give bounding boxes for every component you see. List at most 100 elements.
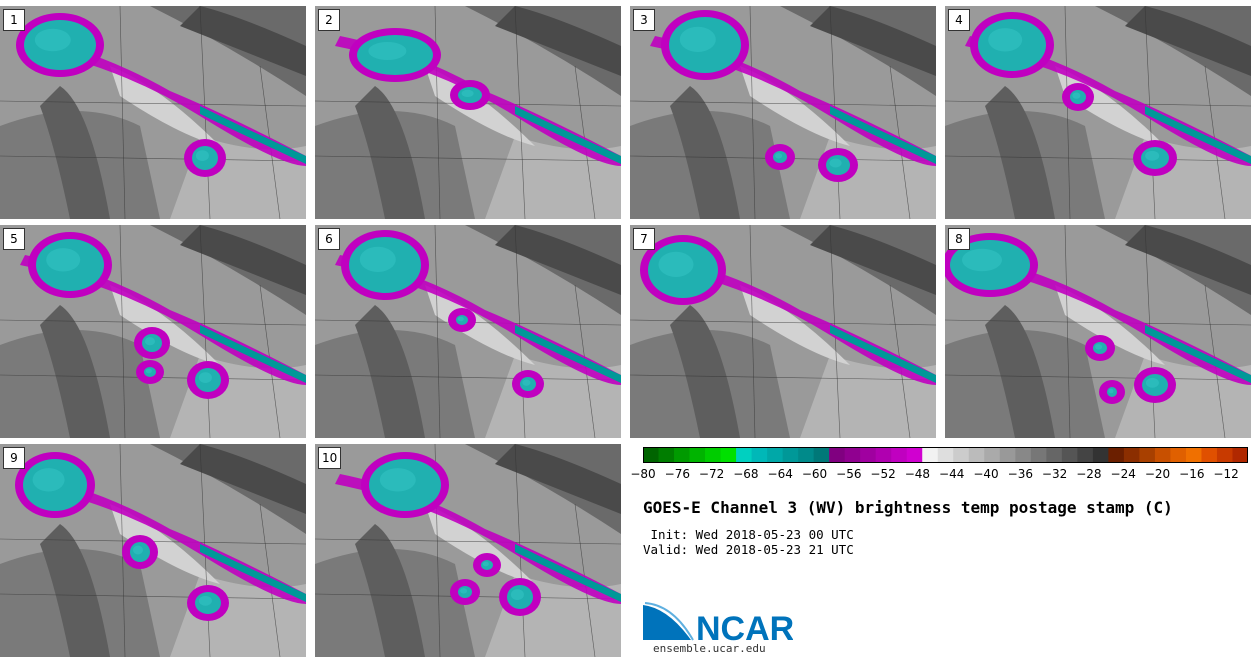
- cold-cloud-system: [765, 144, 795, 170]
- cold-cloud-system: [28, 232, 112, 298]
- colorbar-tick-label: −60: [801, 467, 828, 481]
- cold-cloud-system: [349, 28, 441, 82]
- svg-text:NCAR: NCAR: [696, 610, 793, 642]
- colorbar-segment: [1154, 447, 1171, 463]
- colorbar-tick-label: −24: [1110, 467, 1136, 481]
- colorbar-segment: [1201, 447, 1218, 463]
- colorbar-segment: [751, 447, 768, 463]
- panel-number-label: 7: [633, 228, 655, 250]
- colorbar-segment: [922, 447, 939, 463]
- panel-number-label: 9: [3, 447, 25, 469]
- colorbar-segment: [1015, 447, 1032, 463]
- init-time: Init: Wed 2018-05-23 00 UTC: [643, 527, 854, 542]
- colorbar-tick-label: −16: [1179, 467, 1205, 481]
- colorbar-tick-label: −36: [1007, 467, 1033, 481]
- cold-cloud-system: [818, 148, 858, 182]
- cold-cloud-system: [187, 361, 229, 399]
- cold-cloud-system: [473, 553, 501, 577]
- colorbar-segment: [720, 447, 737, 463]
- cold-cloud-system: [1062, 83, 1094, 111]
- panel-10: 10: [315, 444, 621, 657]
- colorbar-tick-label: −20: [1144, 467, 1171, 481]
- colorbar-segment: [674, 447, 691, 463]
- colorbar-segment: [999, 447, 1016, 463]
- cold-cloud-system: [361, 452, 449, 518]
- colorbar-segment: [813, 447, 830, 463]
- colorbar-segment: [1061, 447, 1078, 463]
- cold-cloud-system: [450, 579, 480, 605]
- colorbar-tick-label: −44: [939, 467, 965, 481]
- colorbar-segment: [1077, 447, 1094, 463]
- colorbar-segment: [1092, 447, 1109, 463]
- colorbar-segment: [844, 447, 861, 463]
- colorbar-segment: [953, 447, 970, 463]
- panel-number-label: 8: [948, 228, 970, 250]
- panel-number-label: 2: [318, 9, 340, 31]
- colorbar-segment: [1030, 447, 1047, 463]
- panel-7: 7: [630, 225, 936, 438]
- colorbar-segment: [906, 447, 923, 463]
- colorbar-tick-label: −80: [630, 467, 656, 481]
- figure-title: GOES-E Channel 3 (WV) brightness temp po…: [643, 498, 1173, 517]
- colorbar-segment: [1108, 447, 1125, 463]
- cold-cloud-system: [136, 360, 164, 384]
- colorbar-segment: [782, 447, 799, 463]
- cold-cloud-system: [450, 80, 490, 110]
- temperature-colorbar: [643, 447, 1248, 463]
- cold-cloud-system: [1099, 380, 1125, 404]
- cold-cloud-system: [184, 139, 226, 177]
- colorbar-segment: [643, 447, 660, 463]
- panel-6: 6: [315, 225, 621, 438]
- colorbar-segment: [798, 447, 815, 463]
- cold-cloud-system: [15, 452, 95, 518]
- colorbar-segment: [891, 447, 908, 463]
- colorbar-segment: [1232, 447, 1248, 463]
- panel-5: 5: [0, 225, 306, 438]
- cold-cloud-system: [1085, 335, 1115, 361]
- colorbar-segment: [1170, 447, 1187, 463]
- colorbar-tick-label: −68: [733, 467, 759, 481]
- panel-number-label: 6: [318, 228, 340, 250]
- colorbar-tick-label: −48: [904, 467, 931, 481]
- cold-cloud-system: [448, 308, 476, 332]
- colorbar-tick-label: −28: [1076, 467, 1102, 481]
- colorbar-segment: [1216, 447, 1233, 463]
- colorbar-tick-label: −76: [664, 467, 690, 481]
- panel-number-label: 5: [3, 228, 25, 250]
- colorbar-segment: [689, 447, 706, 463]
- panel-number-label: 4: [948, 9, 970, 31]
- cold-cloud-system: [187, 585, 229, 621]
- cold-cloud-system: [512, 370, 544, 398]
- panel-number-label: 3: [633, 9, 655, 31]
- colorbar-segment: [968, 447, 985, 463]
- panel-1: 1: [0, 6, 306, 219]
- colorbar-tick-label: −72: [698, 467, 725, 481]
- colorbar-tick-label: −64: [767, 467, 793, 481]
- colorbar-segment: [767, 447, 784, 463]
- panel-2: 2: [315, 6, 621, 219]
- cold-cloud-system: [661, 10, 749, 80]
- colorbar-tick-label: −12: [1213, 467, 1239, 481]
- colorbar-segment: [1046, 447, 1063, 463]
- colorbar-segment: [875, 447, 892, 463]
- panel-number-label: 1: [3, 9, 25, 31]
- ncar-url[interactable]: ensemble.ucar.edu: [653, 642, 766, 655]
- panel-9: 9: [0, 444, 306, 657]
- colorbar-segment: [736, 447, 753, 463]
- cold-cloud-system: [134, 327, 170, 359]
- valid-time: Valid: Wed 2018-05-23 21 UTC: [643, 542, 854, 557]
- colorbar-segment: [1139, 447, 1156, 463]
- colorbar-segment: [658, 447, 675, 463]
- colorbar-tick-label: −52: [870, 467, 896, 481]
- colorbar-tick-label: −32: [1041, 467, 1068, 481]
- panel-number-label: 10: [318, 447, 342, 469]
- cold-cloud-system: [499, 578, 541, 616]
- panel-8: 8: [945, 225, 1251, 438]
- colorbar-segment: [984, 447, 1001, 463]
- cold-cloud-system: [341, 230, 429, 300]
- colorbar-segment: [860, 447, 877, 463]
- cold-cloud-system: [970, 12, 1054, 78]
- colorbar-tick-label: −56: [836, 467, 862, 481]
- colorbar-segment: [705, 447, 722, 463]
- colorbar-segment: [937, 447, 954, 463]
